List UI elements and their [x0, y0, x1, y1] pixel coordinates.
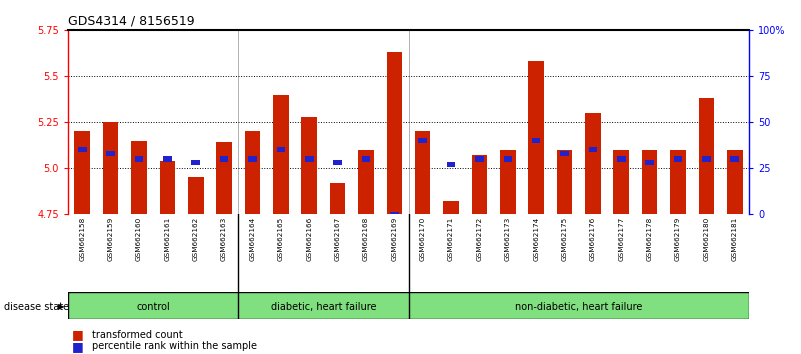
- Bar: [557, 150, 573, 214]
- Text: GSM662163: GSM662163: [221, 217, 227, 261]
- Bar: [239, 292, 409, 319]
- Text: GSM662179: GSM662179: [675, 217, 681, 261]
- Text: transformed count: transformed count: [92, 330, 183, 339]
- Bar: [731, 156, 739, 161]
- Bar: [74, 131, 90, 214]
- Text: GSM662171: GSM662171: [448, 217, 454, 261]
- Text: GSM662178: GSM662178: [646, 217, 653, 261]
- Bar: [500, 150, 516, 214]
- Text: diabetic, heart failure: diabetic, heart failure: [271, 302, 376, 312]
- Text: ■: ■: [72, 340, 84, 353]
- Bar: [472, 155, 487, 214]
- Bar: [670, 150, 686, 214]
- Text: GSM662160: GSM662160: [136, 217, 142, 261]
- Text: GSM662181: GSM662181: [732, 217, 738, 261]
- Text: GSM662176: GSM662176: [590, 217, 596, 261]
- Bar: [159, 161, 175, 214]
- Bar: [617, 156, 626, 161]
- Bar: [698, 98, 714, 214]
- Bar: [362, 156, 370, 161]
- Bar: [418, 138, 427, 143]
- Bar: [244, 131, 260, 214]
- Bar: [390, 212, 399, 217]
- Bar: [333, 160, 342, 165]
- Text: GSM662164: GSM662164: [249, 217, 256, 261]
- Text: ■: ■: [72, 328, 84, 341]
- Text: GSM662173: GSM662173: [505, 217, 511, 261]
- Bar: [305, 156, 313, 161]
- Text: GSM662159: GSM662159: [107, 217, 114, 261]
- Bar: [387, 52, 402, 214]
- Bar: [504, 156, 512, 161]
- Text: GSM662162: GSM662162: [193, 217, 199, 261]
- Bar: [301, 116, 317, 214]
- Text: GDS4314 / 8156519: GDS4314 / 8156519: [68, 15, 195, 28]
- Text: non-diabetic, heart failure: non-diabetic, heart failure: [515, 302, 642, 312]
- Bar: [529, 61, 544, 214]
- Text: GSM662168: GSM662168: [363, 217, 369, 261]
- Text: GSM662175: GSM662175: [562, 217, 568, 261]
- Bar: [188, 177, 203, 214]
- Bar: [78, 147, 87, 152]
- Bar: [475, 156, 484, 161]
- Bar: [163, 156, 171, 161]
- Text: GSM662158: GSM662158: [79, 217, 85, 261]
- Bar: [560, 151, 569, 156]
- Bar: [276, 147, 285, 152]
- Bar: [216, 142, 232, 214]
- Bar: [614, 150, 629, 214]
- Text: GSM662172: GSM662172: [477, 217, 482, 261]
- Bar: [585, 113, 601, 214]
- Text: disease state: disease state: [4, 302, 69, 312]
- Text: GSM662177: GSM662177: [618, 217, 624, 261]
- Bar: [107, 151, 115, 156]
- Bar: [415, 131, 430, 214]
- Bar: [409, 292, 749, 319]
- Bar: [646, 160, 654, 165]
- Bar: [443, 201, 459, 214]
- Text: GSM662165: GSM662165: [278, 217, 284, 261]
- Bar: [248, 156, 257, 161]
- Bar: [135, 156, 143, 161]
- Bar: [358, 150, 374, 214]
- Text: ▶: ▶: [58, 302, 64, 311]
- Bar: [68, 292, 239, 319]
- Bar: [532, 138, 541, 143]
- Bar: [330, 183, 345, 214]
- Text: GSM662166: GSM662166: [306, 217, 312, 261]
- Text: control: control: [136, 302, 170, 312]
- Text: GSM662169: GSM662169: [392, 217, 397, 261]
- Bar: [589, 147, 598, 152]
- Bar: [642, 150, 658, 214]
- Bar: [191, 160, 200, 165]
- Text: GSM662174: GSM662174: [533, 217, 539, 261]
- Bar: [103, 122, 119, 214]
- Bar: [674, 156, 682, 161]
- Text: GSM662180: GSM662180: [703, 217, 710, 261]
- Bar: [131, 141, 147, 214]
- Text: GSM662161: GSM662161: [164, 217, 171, 261]
- Text: percentile rank within the sample: percentile rank within the sample: [92, 341, 257, 351]
- Text: GSM662170: GSM662170: [420, 217, 425, 261]
- Text: GSM662167: GSM662167: [335, 217, 340, 261]
- Bar: [273, 95, 288, 214]
- Bar: [702, 156, 710, 161]
- Bar: [447, 162, 455, 167]
- Bar: [219, 156, 228, 161]
- Bar: [727, 150, 743, 214]
